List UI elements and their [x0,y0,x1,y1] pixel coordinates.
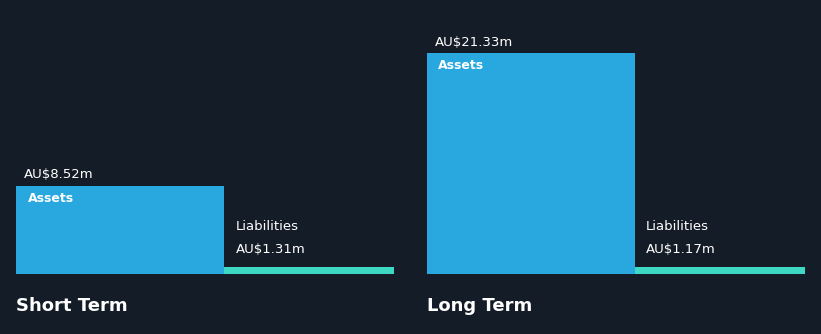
Text: Assets: Assets [438,59,484,72]
Text: AU$21.33m: AU$21.33m [434,36,513,48]
Bar [224,267,394,274]
Text: Liabilities: Liabilities [646,220,709,233]
Text: Short Term: Short Term [16,297,128,315]
Text: Long Term: Long Term [427,297,532,315]
Text: Assets: Assets [28,192,74,205]
Bar [427,53,635,274]
Bar [16,186,224,274]
Bar [635,267,805,274]
Text: AU$8.52m: AU$8.52m [24,168,94,181]
Text: Liabilities: Liabilities [236,220,299,233]
Text: AU$1.17m: AU$1.17m [646,242,716,256]
Text: AU$1.31m: AU$1.31m [236,242,305,256]
